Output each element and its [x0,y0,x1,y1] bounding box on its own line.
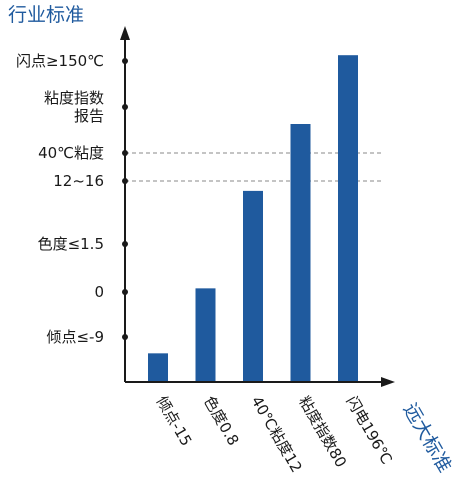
y-tick-label: 40℃粘度 [38,144,104,162]
x-axis-title: 远大标准 [399,400,456,477]
y-tick-dot [122,289,128,295]
bar [148,353,168,382]
x-tick-label: 粘度指数80 [295,393,350,470]
y-tick-dot [122,104,128,110]
bars-layer [148,55,358,382]
y-tick-label: 0 [94,283,104,301]
axes [120,26,395,387]
dashed-lines-layer [125,152,384,182]
x-tick-label: 倾点-15 [153,393,196,449]
y-tick-label: 色度≤1.5 [38,235,104,253]
y-axis-title: 行业标准 [8,4,84,26]
y-tick-dot [122,178,128,184]
y-tick-label: 闪点≥150℃ [16,52,104,70]
bar [338,55,358,382]
bar [195,288,216,382]
y-tick-label: 12~16 [53,172,104,190]
x-tick-label: 40℃粘度12 [248,393,306,476]
y-tick-dot [122,334,128,340]
y-tick-label: 倾点≤-9 [46,328,104,346]
y-tick-label: 粘度指数 [44,89,104,107]
bar [290,124,311,382]
y-tick-label: 报告 [74,107,104,125]
y-tick-dot [122,58,128,64]
bar [243,190,263,382]
y-axis-arrow-icon [120,26,130,40]
y-tick-dot [122,150,128,156]
x-axis-arrow-icon [381,377,395,387]
x-tick-label: 闪电196℃ [343,393,396,467]
x-tick-label: 色度0.8 [200,393,243,449]
y-tick-dot [122,241,128,247]
